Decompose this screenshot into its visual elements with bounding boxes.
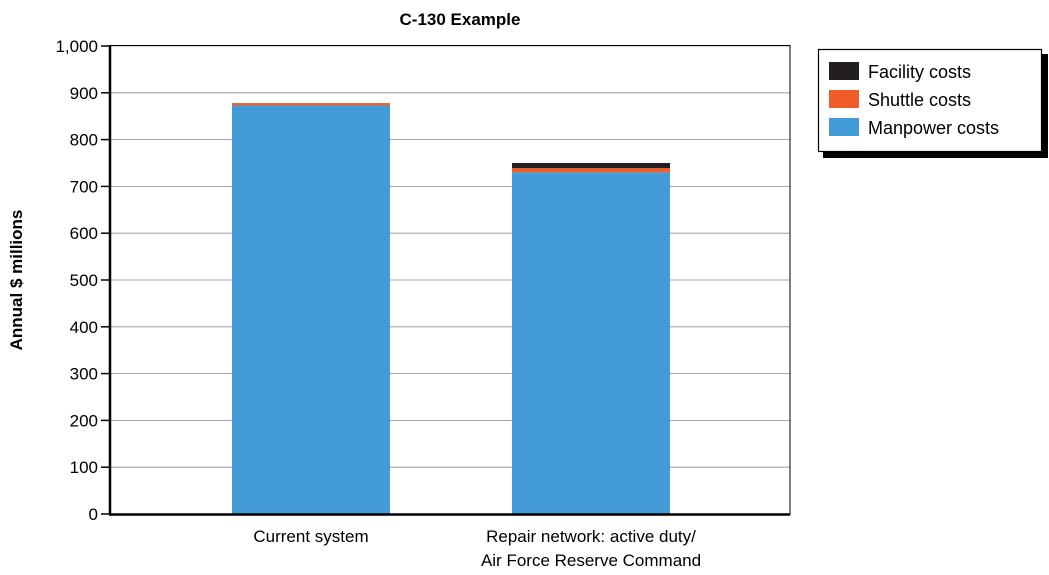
y-tick-label: 1,000 bbox=[55, 37, 98, 56]
y-tick-label: 600 bbox=[70, 224, 98, 243]
x-tick-label: Repair network: active duty/ bbox=[486, 527, 696, 546]
y-tick-label: 100 bbox=[70, 458, 98, 477]
bar-segment-facility-costs bbox=[512, 163, 670, 169]
y-tick-label: 0 bbox=[89, 505, 98, 524]
bars bbox=[232, 103, 670, 515]
y-axis-label: Annual $ millions bbox=[7, 210, 26, 351]
bar-segment-manpower-costs bbox=[512, 172, 670, 515]
legend-label: Facility costs bbox=[868, 62, 971, 82]
legend-swatch bbox=[829, 118, 859, 136]
y-tick-label: 400 bbox=[70, 318, 98, 337]
bar-segment-manpower-costs bbox=[232, 105, 390, 514]
legend: Facility costs Shuttle costs Manpower cost… bbox=[817, 48, 1048, 158]
gridlines bbox=[110, 45, 790, 468]
bar-segment-shuttle-costs bbox=[232, 103, 390, 106]
y-ticks: 0 100 200 300 400 500 600 700 800 900 1,000 bbox=[55, 37, 110, 524]
y-tick-label: 300 bbox=[70, 365, 98, 384]
y-tick-label: 500 bbox=[70, 271, 98, 290]
x-tick-label: Current system bbox=[253, 527, 368, 546]
y-tick-label: 800 bbox=[70, 131, 98, 150]
x-tick-labels: Current system Repair network: active dut… bbox=[253, 527, 701, 570]
legend-swatch bbox=[829, 62, 859, 80]
y-tick-label: 900 bbox=[70, 84, 98, 103]
y-tick-label: 200 bbox=[70, 411, 98, 430]
chart-title: C-130 Example bbox=[400, 10, 521, 29]
y-tick-label: 700 bbox=[70, 177, 98, 196]
legend-label: Manpower costs bbox=[868, 118, 999, 138]
x-tick-label: Air Force Reserve Command bbox=[481, 551, 701, 570]
bar-segment-shuttle-costs bbox=[512, 168, 670, 173]
legend-label: Shuttle costs bbox=[868, 90, 971, 110]
legend-swatch bbox=[829, 90, 859, 108]
